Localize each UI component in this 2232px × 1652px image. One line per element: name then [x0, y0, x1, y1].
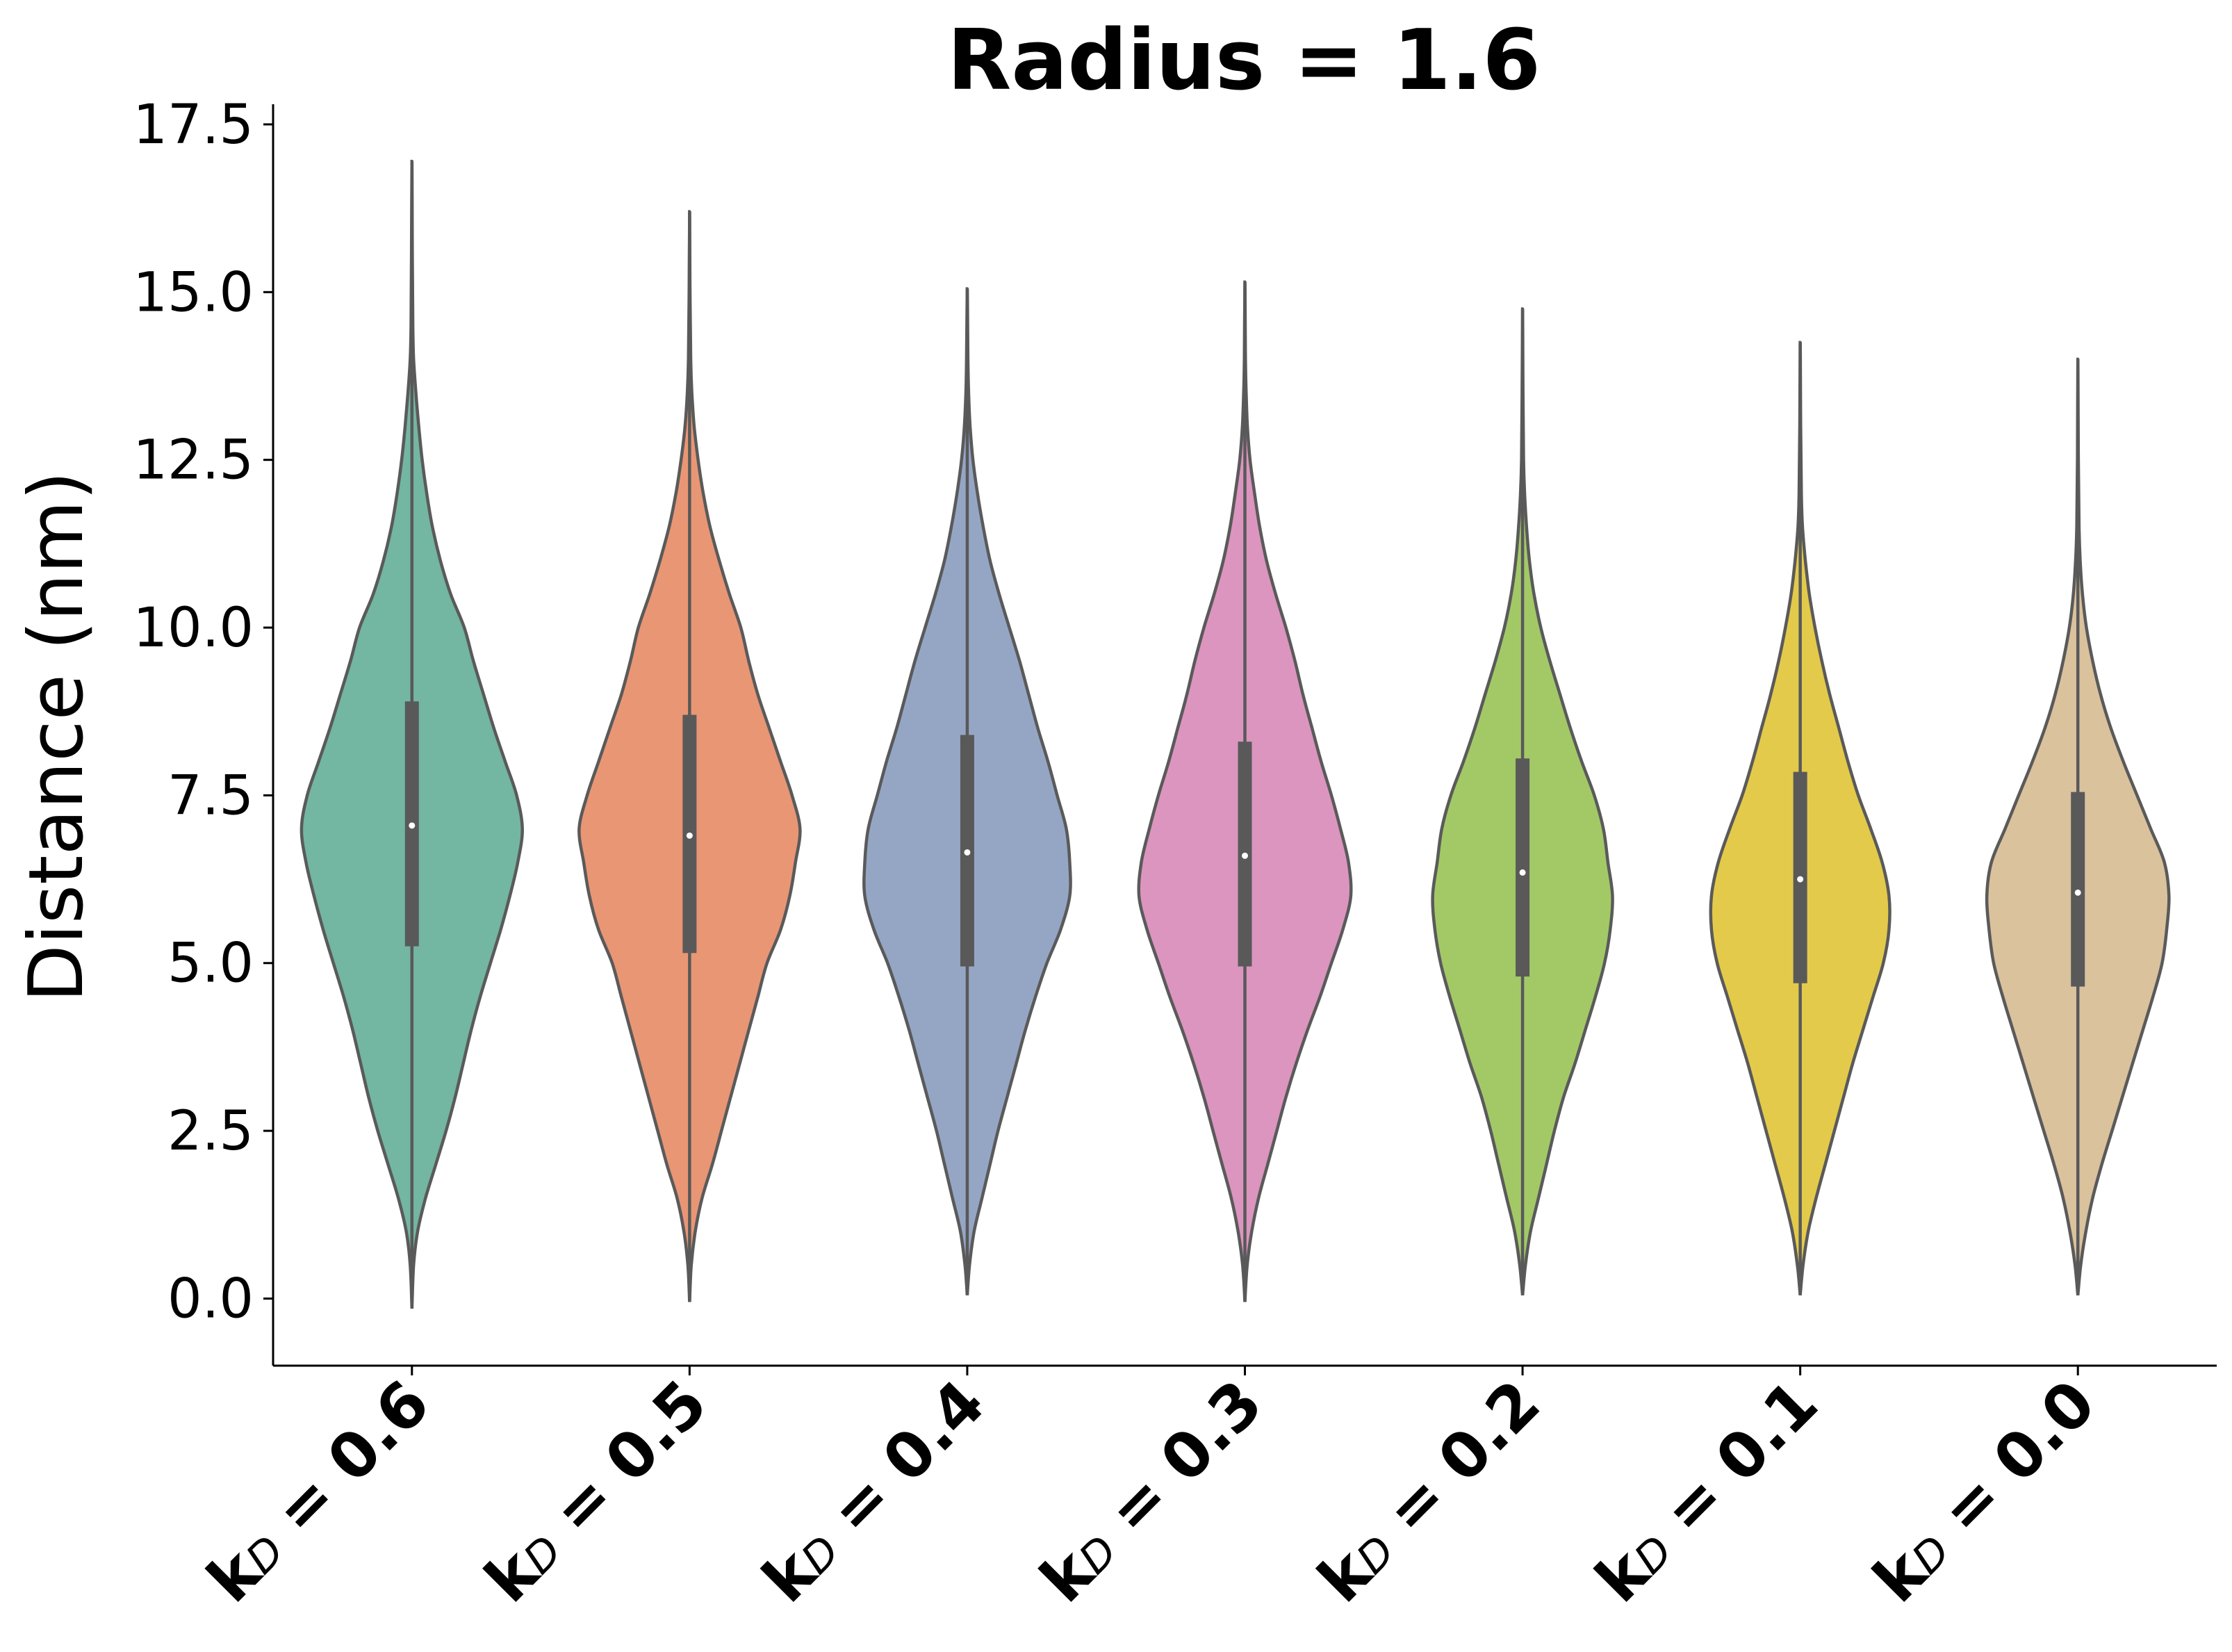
x-tick-label: kD = 0.0 — [1860, 1366, 2110, 1617]
y-tick-label: 0.0 — [167, 1268, 254, 1330]
y-tick-label: 5.0 — [167, 933, 254, 995]
x-axis: kD = 0.6kD = 0.5kD = 0.4kD = 0.3kD = 0.2… — [194, 1364, 2217, 1617]
violin-median-point — [409, 822, 416, 829]
violin-median-point — [1519, 869, 1526, 876]
violin-median-point — [1242, 852, 1248, 859]
x-tick-label: kD = 0.3 — [1026, 1366, 1277, 1617]
violin-iqr-box — [2071, 792, 2085, 987]
x-tick-label: kD = 0.2 — [1304, 1366, 1554, 1617]
x-tick-label: kD = 0.6 — [194, 1366, 444, 1617]
y-tick-label: 10.0 — [133, 597, 254, 660]
x-tick-label: kD = 0.1 — [1582, 1366, 1832, 1617]
violin-iqr-box — [1516, 758, 1530, 977]
y-tick-label: 12.5 — [133, 430, 254, 492]
x-tick-label: kD = 0.4 — [749, 1366, 999, 1617]
violins-group — [299, 159, 2171, 1309]
chart-title: Radius = 1.6 — [947, 13, 1541, 109]
violin-median-point — [964, 849, 971, 856]
x-tick-label: kD = 0.5 — [471, 1366, 721, 1617]
y-tick-label: 2.5 — [167, 1100, 254, 1163]
y-tick-label: 15.0 — [133, 261, 254, 324]
y-tick-label: 7.5 — [167, 764, 254, 827]
violin-median-point — [686, 832, 693, 839]
y-tick-label: 17.5 — [133, 94, 254, 156]
violin-median-point — [1797, 876, 1804, 883]
violin-median-point — [2074, 889, 2081, 896]
y-axis: 0.0 2.5 5.0 7.5 10.0 12.5 15.0 17.5 — [133, 94, 274, 1366]
y-axis-label: Distance (nm) — [13, 471, 100, 1003]
